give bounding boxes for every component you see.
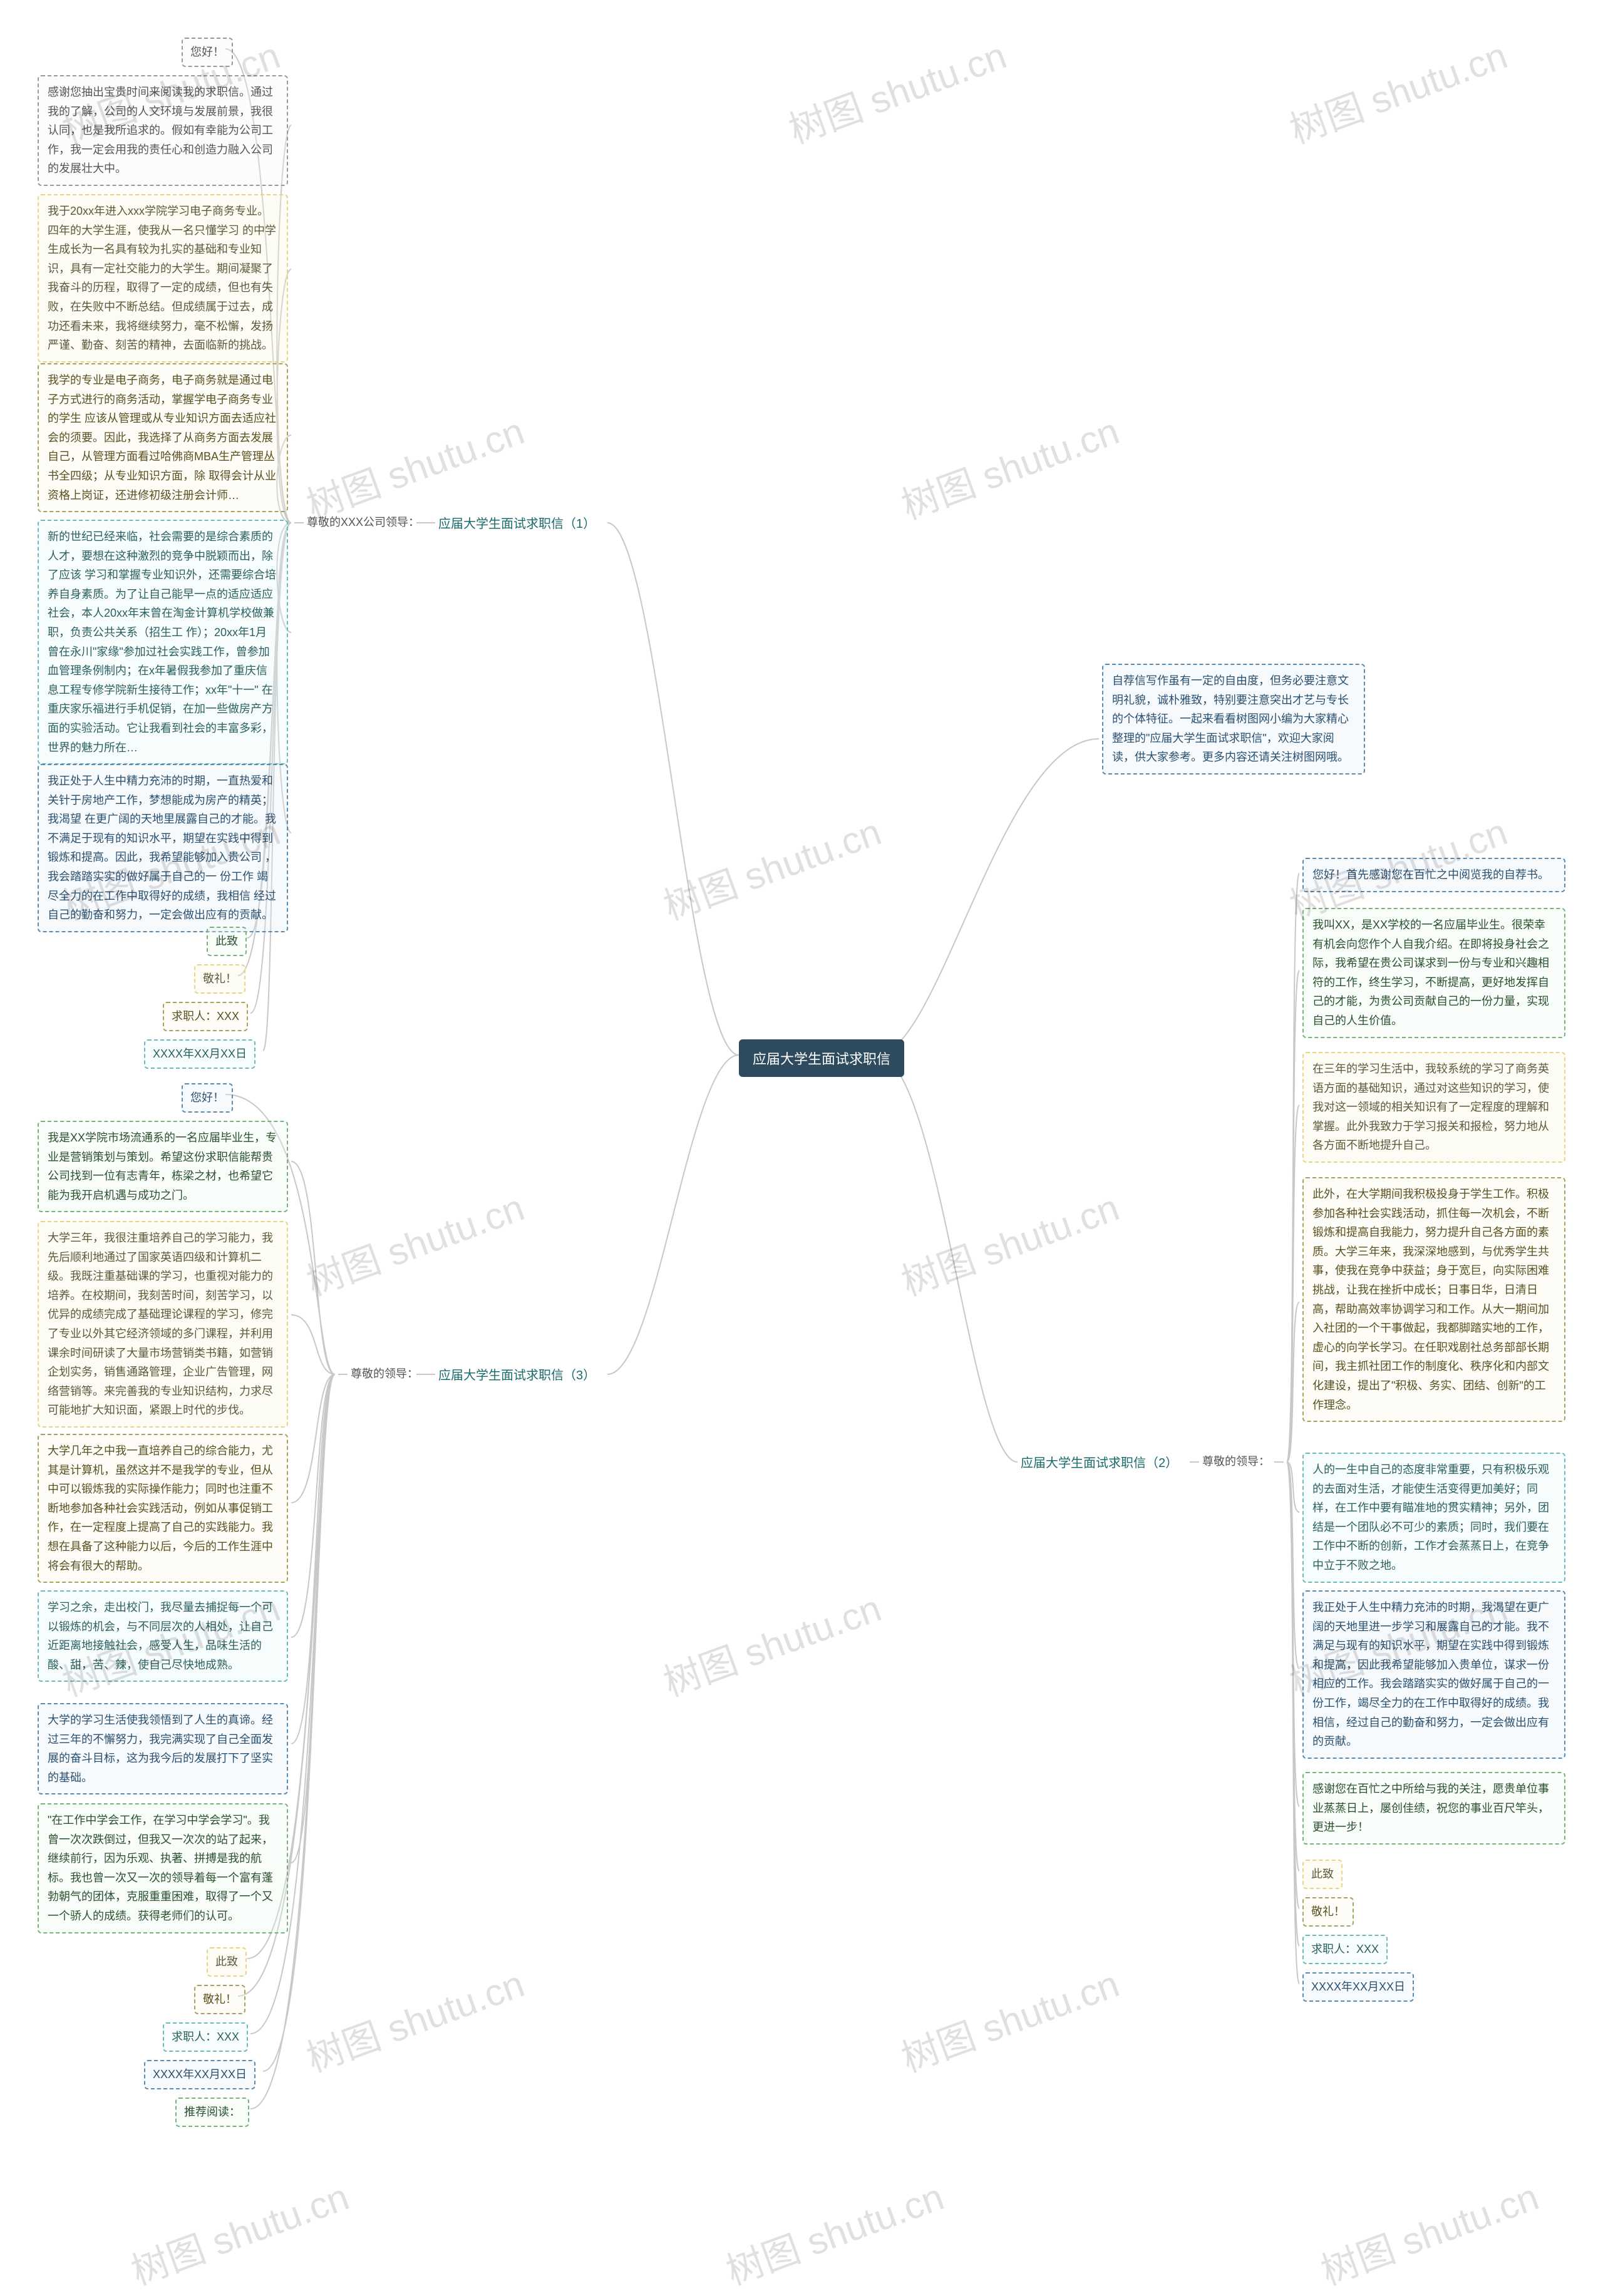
b3-paragraph-6: "在工作中学会工作，在学习中学会学习"。我曾一次次跌倒过，但我又一次次的站了起来…: [38, 1803, 288, 1933]
intro-box: 自荐信写作虽有一定的自由度，但务必要注意文明礼貌，诚朴雅致，特别要注意突出才艺与…: [1102, 664, 1365, 775]
branch-3-sublabel: 尊敬的领导：: [351, 1365, 418, 1381]
watermark: 树图 shutu.cn: [893, 1177, 1125, 1306]
b2-signoff-3: 求职人：XXX: [1302, 1935, 1388, 1964]
b3-signoff-3: 求职人：XXX: [163, 2022, 248, 2052]
b2-paragraph-5: 我正处于人生中精力充沛的时期，我渴望在更广阔的天地里进一步学习和展露自己的才能。…: [1302, 1590, 1565, 1759]
b3-signoff-4: XXXX年XX月XX日: [144, 2060, 255, 2089]
b3-paragraph-2: 大学三年，我很注重培养自己的学习能力，我先后顺利地通过了国家英语四级和计算机二级…: [38, 1221, 288, 1428]
b3-signoff-2: 敬礼！: [194, 1985, 245, 2014]
watermark: 树图 shutu.cn: [893, 1954, 1125, 2082]
watermark: 树图 shutu.cn: [718, 2166, 950, 2295]
b2-signoff-2: 敬礼！: [1302, 1897, 1354, 1927]
b3-recommended-reading: 推荐阅读：: [175, 2098, 249, 2127]
branch-1-title: 应届大学生面试求职信（1）: [438, 513, 595, 532]
watermark: 树图 shutu.cn: [298, 1954, 530, 2082]
b2-paragraph-1: 我叫XX，是XX学校的一名应届毕业生。很荣幸有机会向您作个人自我介绍。在即将投身…: [1302, 908, 1565, 1038]
b1-paragraph-5: 我正处于人生中精力充沛的时期，一直热爱和关针于房地产工作，梦想能成为房产的精英；…: [38, 764, 288, 932]
b1-signoff-2: 敬礼！: [194, 964, 245, 994]
watermark: 树图 shutu.cn: [1281, 25, 1513, 154]
b3-paragraph-1: 我是XX学院市场流通系的一名应届毕业生，专业是营销策划与策划。希望这份求职信能帮…: [38, 1121, 288, 1212]
watermark: 树图 shutu.cn: [655, 801, 887, 930]
b3-paragraph-3: 大学几年之中我一直培养自己的综合能力，尤其是计算机，虽然这并不是我学的专业，但从…: [38, 1434, 288, 1583]
branch-2-title: 应届大学生面试求职信（2）: [1021, 1453, 1178, 1471]
b2-paragraph-4: 人的一生中自己的态度非常重要，只有积极乐观的去面对生活，才能使生活变得更加美好；…: [1302, 1453, 1565, 1583]
b1-signoff-3: 求职人：XXX: [163, 1002, 248, 1031]
b2-signoff-1: 此致: [1302, 1860, 1343, 1889]
watermark: 树图 shutu.cn: [780, 25, 1013, 154]
b3-signoff-1: 此致: [207, 1947, 247, 1977]
b2-paragraph-3: 此外，在大学期间我积极投身于学生工作。积极参加各种社会实践活动，抓住每一次机会，…: [1302, 1177, 1565, 1422]
b1-paragraph-1: 感谢您抽出宝贵时间来阅读我的求职信。通过我的了解，公司的人文环境与发展前景，我很…: [38, 75, 288, 186]
watermark: 树图 shutu.cn: [298, 1177, 530, 1306]
b3-paragraph-5: 大学的学习生活使我领悟到了人生的真谛。经过三年的不懈努力，我完满实现了自己全面发…: [38, 1703, 288, 1794]
watermark: 树图 shutu.cn: [298, 401, 530, 530]
b2-signoff-4: XXXX年XX月XX日: [1302, 1972, 1414, 2002]
watermark: 树图 shutu.cn: [655, 1578, 887, 1707]
b1-paragraph-4: 新的世纪已经来临，社会需要的是综合素质的人才，要想在这种激烈的竞争中脱颖而出，除…: [38, 520, 288, 764]
watermark: 树图 shutu.cn: [123, 2166, 355, 2295]
b3-greeting: 您好！: [182, 1083, 233, 1113]
b3-paragraph-4: 学习之余，走出校门，我尽量去捕捉每一个可以锻炼的机会，与不同层次的人相处，让自己…: [38, 1590, 288, 1682]
b2-paragraph-6: 感谢您在百忙之中所给与我的关注，愿贵单位事业蒸蒸日上，屡创佳绩，祝您的事业百尺竿…: [1302, 1772, 1565, 1845]
root-node: 应届大学生面试求职信: [739, 1039, 904, 1077]
b1-paragraph-2: 我于20xx年进入xxx学院学习电子商务专业。四年的大学生涯，使我从一名只懂学习…: [38, 194, 288, 363]
branch-2-sublabel: 尊敬的领导：: [1202, 1453, 1270, 1469]
branch-1-sublabel: 尊敬的XXX公司领导：: [307, 513, 420, 530]
watermark: 树图 shutu.cn: [893, 401, 1125, 530]
b1-signoff-4: XXXX年XX月XX日: [144, 1039, 255, 1069]
b2-greeting: 您好！首先感谢您在百忙之中阅览我的自荐书。: [1302, 858, 1565, 892]
b1-greeting: 您好！: [182, 38, 233, 67]
branch-3-title: 应届大学生面试求职信（3）: [438, 1365, 595, 1383]
b2-paragraph-2: 在三年的学习生活中，我较系统的学习了商务英语方面的基础知识，通过对这些知识的学习…: [1302, 1052, 1565, 1163]
watermark: 树图 shutu.cn: [1312, 2166, 1545, 2295]
b1-paragraph-3: 我学的专业是电子商务，电子商务就是通过电子方式进行的商务活动，掌握学电子商务专业…: [38, 363, 288, 512]
b1-signoff-1: 此致: [207, 927, 247, 956]
